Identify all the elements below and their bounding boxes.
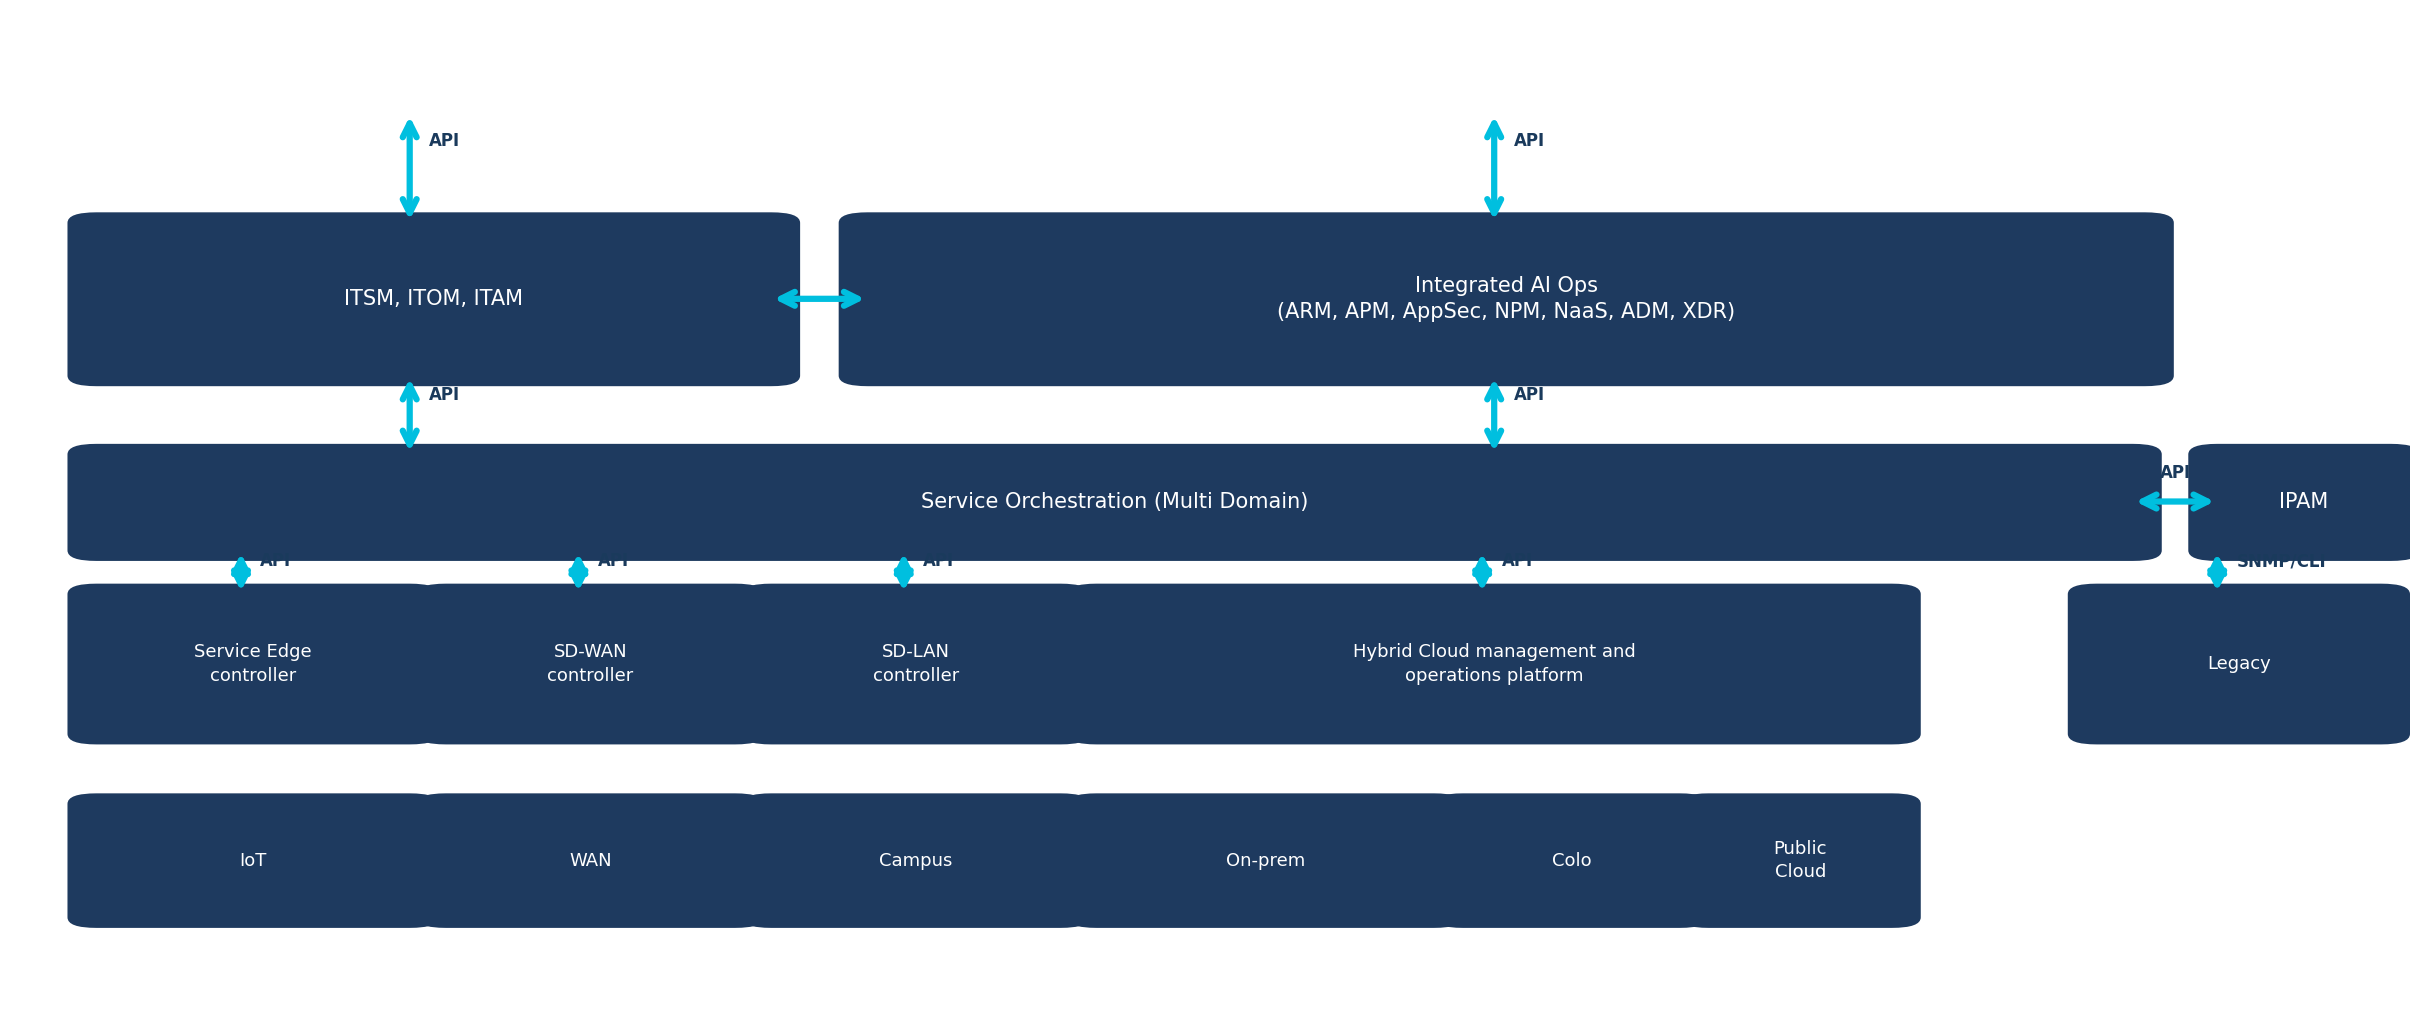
Text: IPAM: IPAM [2280,493,2328,512]
Text: Integrated AI Ops
(ARM, APM, AppSec, NPM, NaaS, ADM, XDR): Integrated AI Ops (ARM, APM, AppSec, NPM… [1277,276,1735,323]
FancyBboxPatch shape [1434,793,1709,928]
Text: Service Orchestration (Multi Domain): Service Orchestration (Multi Domain) [921,493,1309,512]
FancyBboxPatch shape [67,793,439,928]
FancyBboxPatch shape [417,584,764,744]
Text: API: API [429,387,460,404]
FancyBboxPatch shape [1068,584,1921,744]
Text: API: API [598,553,629,570]
FancyBboxPatch shape [67,584,439,744]
FancyBboxPatch shape [839,212,2174,387]
Text: API: API [923,553,954,570]
Text: API: API [1513,387,1545,404]
Text: Colo: Colo [1552,852,1591,869]
FancyBboxPatch shape [1068,793,1463,928]
FancyBboxPatch shape [1680,793,1921,928]
FancyBboxPatch shape [67,444,2162,561]
Text: WAN: WAN [569,852,612,869]
Text: On-prem: On-prem [1227,852,1304,869]
Text: ITSM, ITOM, ITAM: ITSM, ITOM, ITAM [345,290,523,309]
Text: Legacy: Legacy [2208,655,2270,673]
Text: Public
Cloud: Public Cloud [1774,840,1827,882]
FancyBboxPatch shape [2188,444,2410,561]
FancyBboxPatch shape [417,793,764,928]
Text: Hybrid Cloud management and
operations platform: Hybrid Cloud management and operations p… [1352,643,1636,685]
FancyBboxPatch shape [67,212,800,387]
Text: IoT: IoT [239,852,268,869]
Text: Campus: Campus [880,852,952,869]
Text: API: API [429,132,460,149]
Text: SNMP/CLI: SNMP/CLI [2236,553,2326,570]
Text: API: API [260,553,292,570]
FancyBboxPatch shape [2068,584,2410,744]
Text: API: API [2159,464,2191,483]
Text: API: API [1501,553,1533,570]
FancyBboxPatch shape [742,793,1089,928]
Text: SD-LAN
controller: SD-LAN controller [872,643,959,685]
FancyBboxPatch shape [742,584,1089,744]
Text: SD-WAN
controller: SD-WAN controller [547,643,634,685]
Text: API: API [1513,132,1545,149]
Text: Service Edge
controller: Service Edge controller [195,643,311,685]
